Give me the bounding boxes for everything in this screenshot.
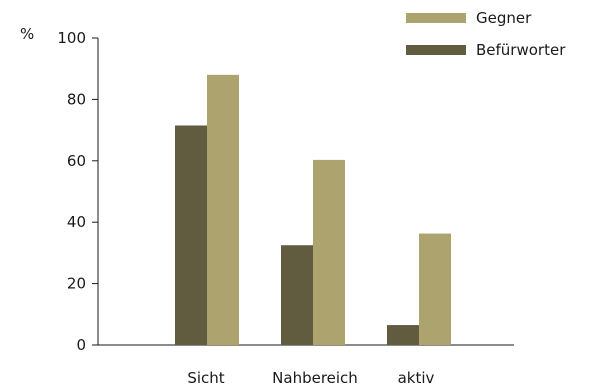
y-axis: 0 20 40 60 80 100 xyxy=(57,29,99,354)
y-tick-label: 100 xyxy=(57,29,86,47)
y-tick-label: 80 xyxy=(67,90,86,108)
bar-befuerworter-2 xyxy=(281,245,313,345)
legend-label: Gegner xyxy=(476,9,532,27)
bar-befuerworter-3 xyxy=(387,325,419,345)
y-unit-label: % xyxy=(20,25,34,43)
legend: Gegner Befürworter xyxy=(406,9,566,59)
legend-label: Befürworter xyxy=(476,41,566,59)
legend-swatch xyxy=(406,45,466,55)
category-label: Nahbereich xyxy=(272,369,358,387)
legend-swatch xyxy=(406,13,466,23)
bar-gegner-3 xyxy=(419,233,451,345)
bar-befuerworter-1 xyxy=(175,125,207,346)
category-label: aktiv xyxy=(398,369,435,387)
y-tick-label: 60 xyxy=(67,152,86,170)
y-tick-label: 40 xyxy=(67,213,86,231)
y-tick-label: 0 xyxy=(76,336,86,354)
bar-gegner-2 xyxy=(313,159,345,345)
category-label: Sicht xyxy=(187,369,224,387)
bar-gegner-1 xyxy=(207,74,239,345)
y-tick-label: 20 xyxy=(67,275,86,293)
bars xyxy=(175,74,451,346)
category-labels: Sicht Nahbereich aktiv xyxy=(187,369,434,387)
